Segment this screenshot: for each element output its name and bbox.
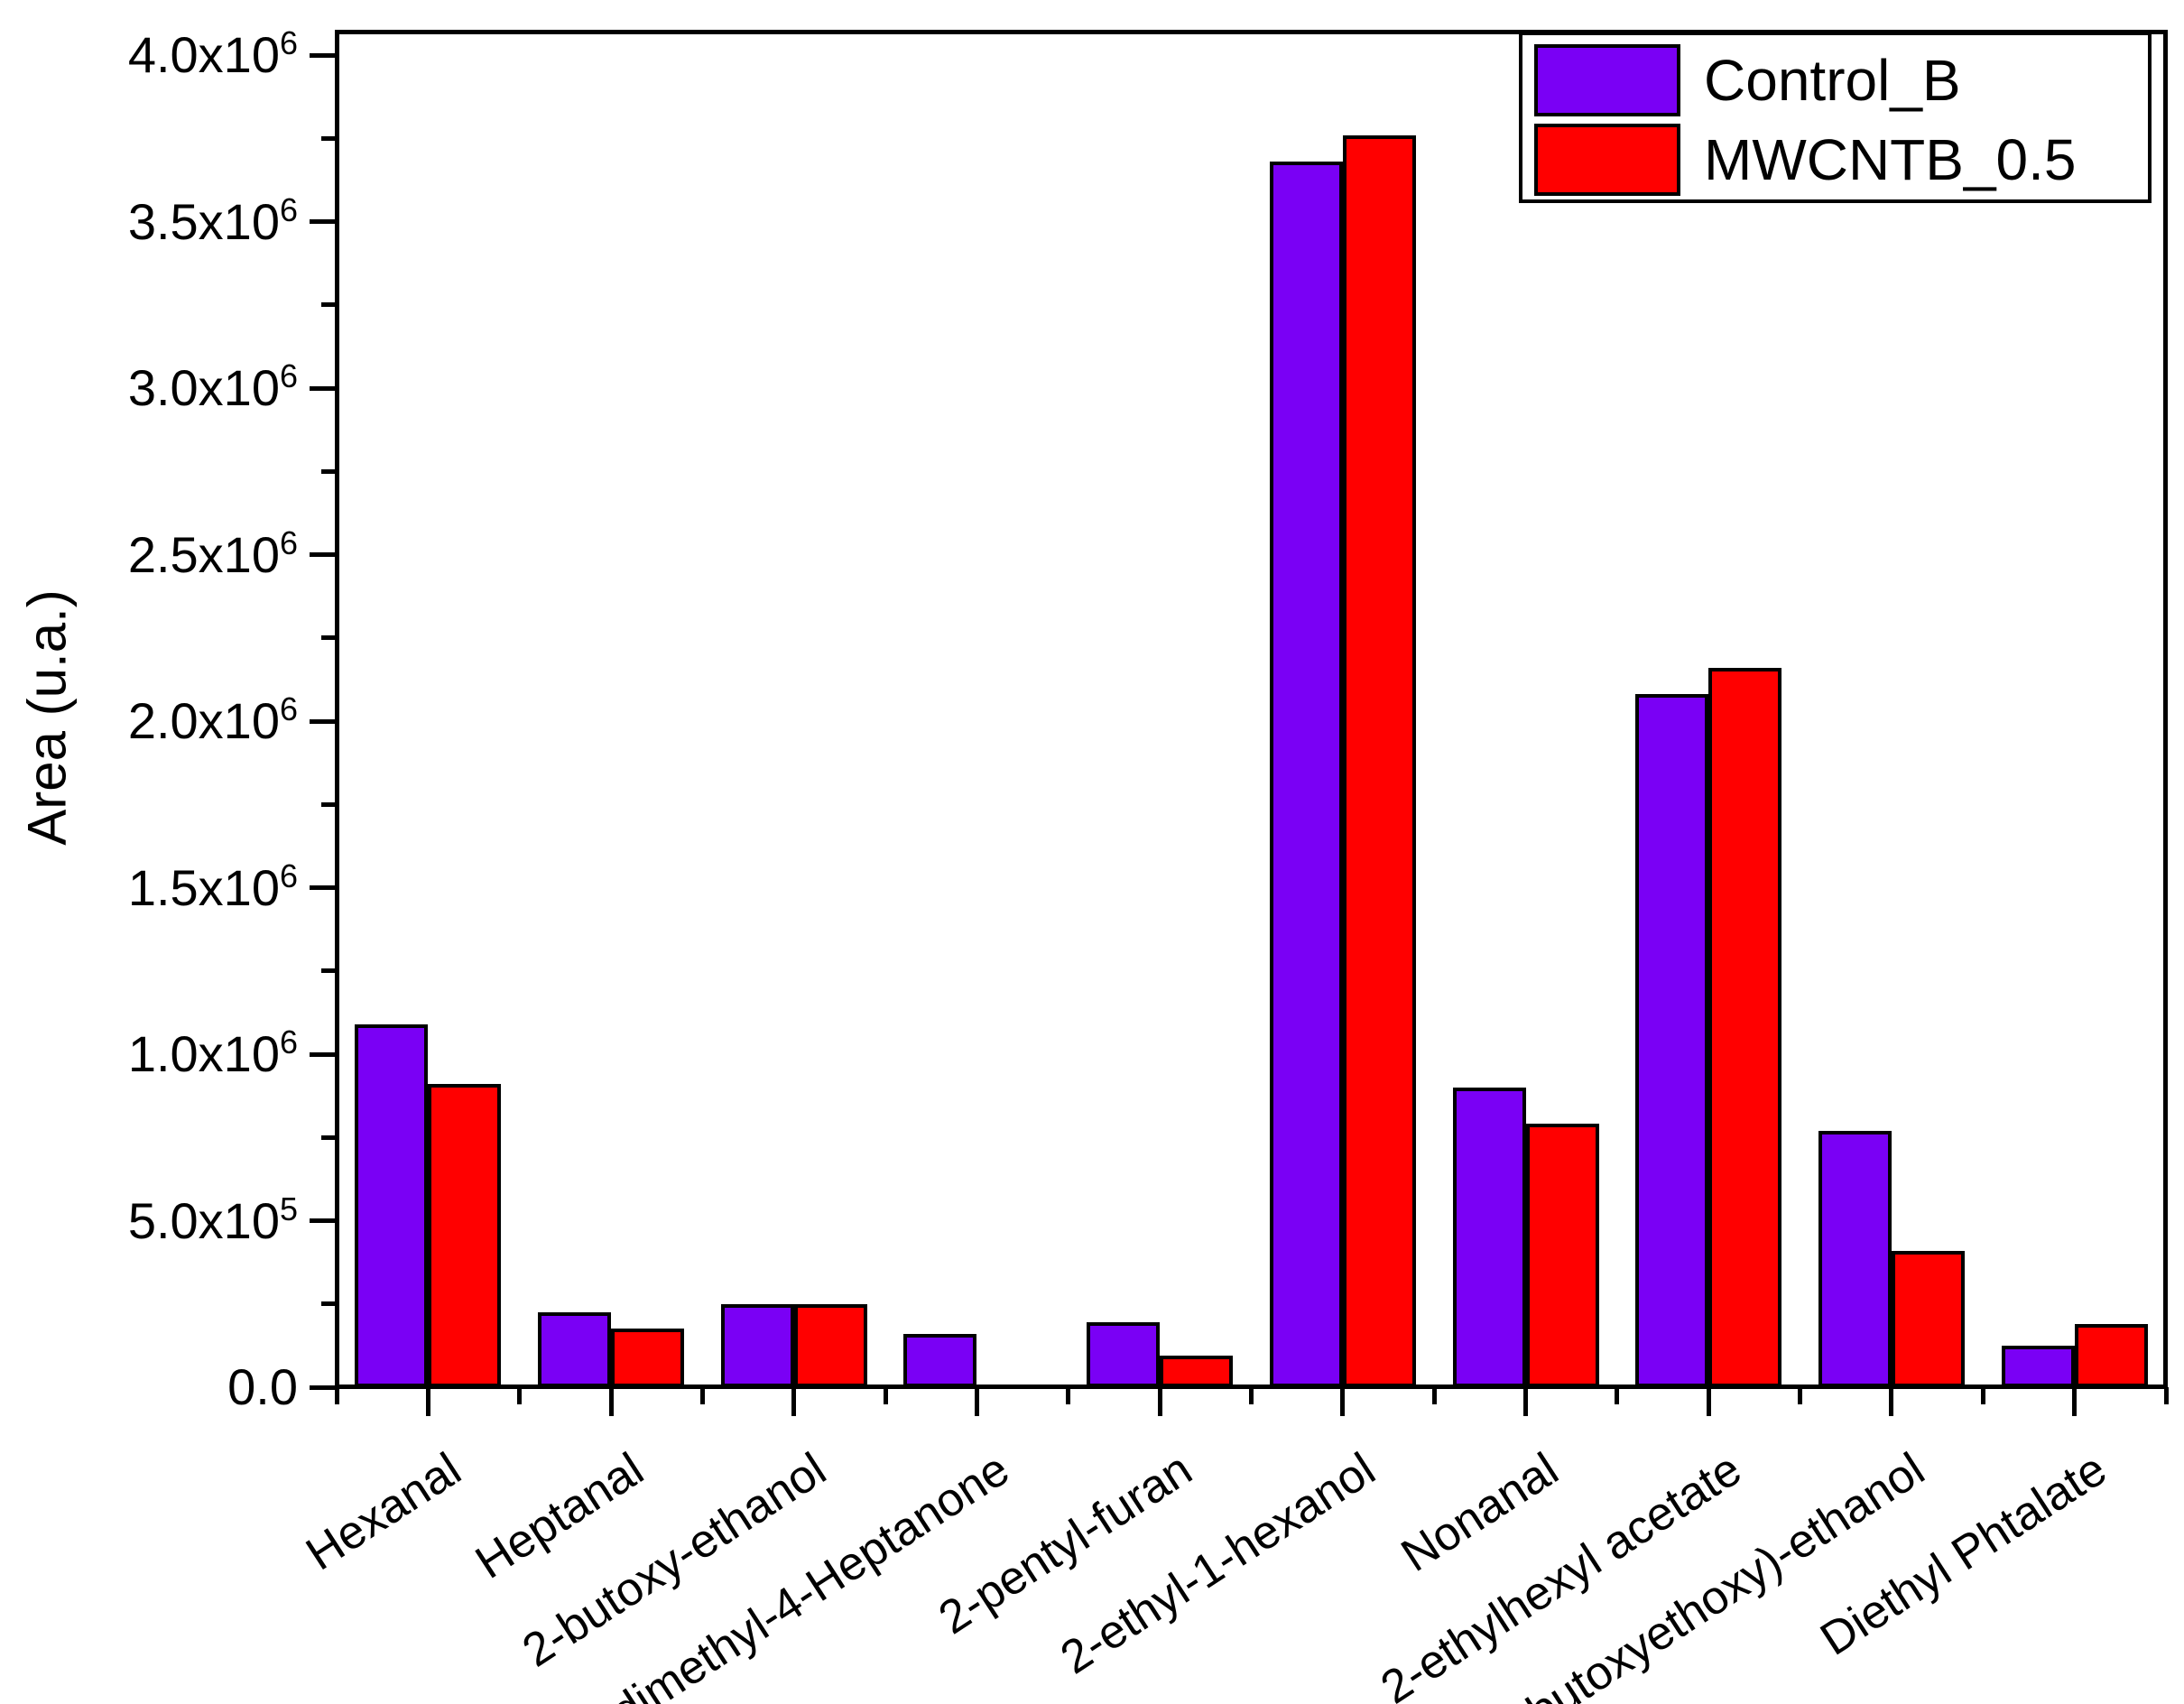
bar-Control_B-9 bbox=[2001, 1346, 2075, 1387]
y-tick-exponent: 6 bbox=[279, 24, 298, 61]
x-major-tick bbox=[791, 1387, 797, 1416]
bar-MWCNTB_0.5-0 bbox=[428, 1084, 502, 1387]
legend-swatch-MWCNTB_0.5 bbox=[1534, 124, 1680, 196]
bar-MWCNTB_0.5-4 bbox=[1160, 1356, 1234, 1387]
x-minor-tick bbox=[517, 1387, 523, 1404]
x-minor-tick bbox=[1980, 1387, 1985, 1404]
bar-Control_B-0 bbox=[355, 1024, 429, 1387]
legend-rows: Control_B MWCNTB_0.5 bbox=[1522, 41, 2148, 199]
bar-MWCNTB_0.5-5 bbox=[1342, 135, 1416, 1387]
y-minor-tick bbox=[321, 1301, 337, 1307]
bar-MWCNTB_0.5-2 bbox=[793, 1304, 867, 1387]
y-tick-label: 4.0x106 bbox=[127, 24, 298, 83]
y-tick-exponent: 6 bbox=[279, 190, 298, 228]
legend-swatch-Control_B bbox=[1534, 44, 1680, 116]
y-tick-label: 2.5x106 bbox=[127, 523, 298, 583]
bar-Control_B-6 bbox=[1452, 1088, 1526, 1387]
bar-Control_B-8 bbox=[1818, 1131, 1892, 1387]
x-minor-tick bbox=[334, 1387, 339, 1404]
y-major-tick bbox=[310, 219, 337, 224]
x-major-tick bbox=[608, 1387, 614, 1416]
legend-item: MWCNTB_0.5 bbox=[1522, 120, 2148, 199]
legend-box: Control_B MWCNTB_0.5 bbox=[1519, 32, 2152, 203]
bar-Control_B-2 bbox=[720, 1304, 794, 1387]
x-major-tick bbox=[1523, 1387, 1529, 1416]
y-major-tick bbox=[310, 718, 337, 724]
y-minor-tick bbox=[321, 801, 337, 807]
y-tick-label: 1.0x106 bbox=[127, 1023, 298, 1082]
x-major-tick bbox=[1157, 1387, 1162, 1416]
x-major-tick bbox=[974, 1387, 979, 1416]
x-major-tick bbox=[2072, 1387, 2078, 1416]
bar-Control_B-7 bbox=[1635, 694, 1709, 1387]
x-major-tick bbox=[1706, 1387, 1711, 1416]
bar-Control_B-1 bbox=[538, 1312, 612, 1387]
x-major-tick bbox=[1889, 1387, 1894, 1416]
y-major-tick bbox=[310, 385, 337, 391]
plot-frame bbox=[335, 30, 2168, 1389]
y-major-tick bbox=[310, 885, 337, 890]
bar-Control_B-4 bbox=[1087, 1322, 1161, 1387]
y-tick-label: 3.5x106 bbox=[127, 190, 298, 250]
x-minor-tick bbox=[1249, 1387, 1254, 1404]
x-major-tick bbox=[425, 1387, 430, 1416]
category-label-text: Hexanal bbox=[296, 1442, 470, 1581]
bar-MWCNTB_0.5-9 bbox=[2074, 1324, 2148, 1387]
bar-MWCNTB_0.5-8 bbox=[1891, 1251, 1965, 1387]
x-minor-tick bbox=[1798, 1387, 1803, 1404]
legend-item: Control_B bbox=[1522, 41, 2148, 120]
y-major-tick bbox=[310, 1384, 337, 1390]
x-minor-tick bbox=[1431, 1387, 1437, 1404]
y-tick-exponent: 6 bbox=[279, 523, 298, 561]
y-tick-exponent: 5 bbox=[279, 1190, 298, 1227]
y-tick-label: 3.0x106 bbox=[127, 357, 298, 416]
y-major-tick bbox=[310, 1218, 337, 1223]
y-minor-tick bbox=[321, 635, 337, 641]
y-tick-exponent: 6 bbox=[279, 357, 298, 394]
x-major-tick bbox=[1340, 1387, 1346, 1416]
y-tick-label: 5.0x105 bbox=[127, 1190, 298, 1249]
bar-MWCNTB_0.5-1 bbox=[611, 1329, 685, 1387]
y-tick-exponent: 6 bbox=[279, 857, 298, 894]
bar-Control_B-3 bbox=[903, 1334, 977, 1387]
y-minor-tick bbox=[321, 135, 337, 141]
x-minor-tick bbox=[2163, 1387, 2169, 1404]
category-label-text: 2-ethyl-1-hexanol bbox=[1051, 1442, 1384, 1685]
legend-item-label: Control_B bbox=[1704, 48, 1961, 113]
legend-item-label: MWCNTB_0.5 bbox=[1704, 127, 2077, 192]
bar-MWCNTB_0.5-6 bbox=[1525, 1124, 1599, 1387]
y-tick-exponent: 6 bbox=[279, 1023, 298, 1060]
y-major-tick bbox=[310, 52, 337, 58]
y-minor-tick bbox=[321, 468, 337, 474]
y-tick-label: 2.0x106 bbox=[127, 690, 298, 749]
y-major-tick bbox=[310, 552, 337, 557]
y-minor-tick bbox=[321, 302, 337, 308]
y-minor-tick bbox=[321, 1134, 337, 1140]
x-minor-tick bbox=[699, 1387, 705, 1404]
y-tick-label: 0.0 bbox=[227, 1358, 298, 1415]
y-minor-tick bbox=[321, 968, 337, 974]
x-minor-tick bbox=[883, 1387, 888, 1404]
x-minor-tick bbox=[1615, 1387, 1620, 1404]
y-major-tick bbox=[310, 1051, 337, 1057]
x-minor-tick bbox=[1066, 1387, 1071, 1404]
bar-MWCNTB_0.5-7 bbox=[1708, 668, 1782, 1387]
y-tick-label: 1.5x106 bbox=[127, 857, 298, 916]
category-label-text: 2-butoxy-ethanol bbox=[514, 1442, 836, 1678]
bar-Control_B-5 bbox=[1269, 162, 1343, 1387]
y-tick-exponent: 6 bbox=[279, 690, 298, 727]
